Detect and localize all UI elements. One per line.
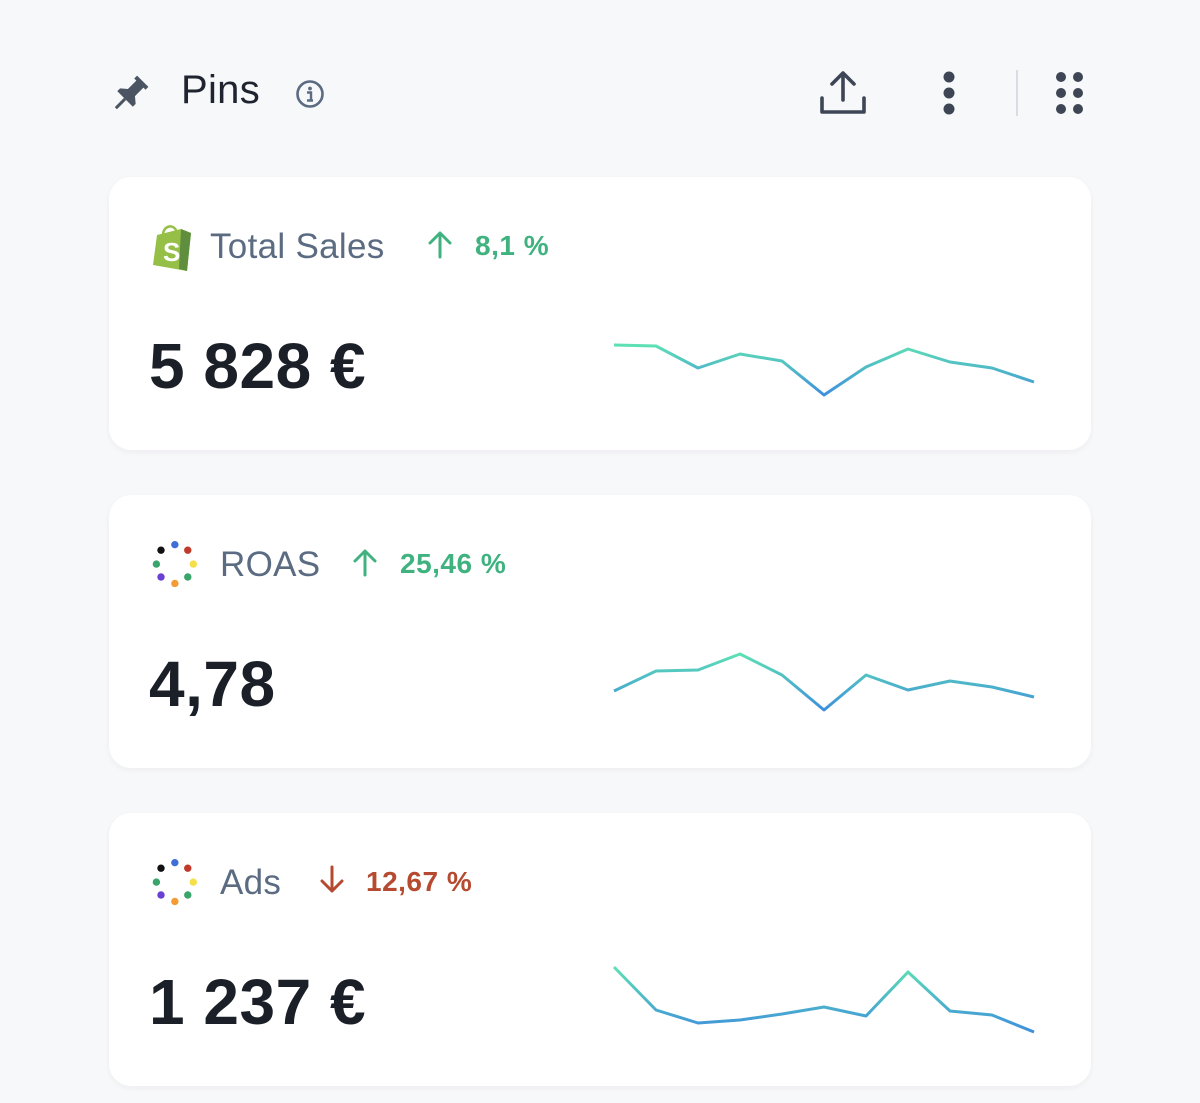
- metric-value: 4,78: [149, 648, 276, 720]
- share-icon[interactable]: [818, 68, 868, 118]
- trend-value: 25,46 %: [400, 548, 507, 579]
- header: Pins: [0, 0, 1200, 180]
- header-divider: [1016, 70, 1018, 116]
- trend-value: 8,1 %: [475, 230, 550, 261]
- info-icon[interactable]: [294, 78, 326, 110]
- sparkline-line: [613, 343, 1035, 397]
- trend-up-icon: [428, 231, 452, 259]
- metric-card-total-sales[interactable]: S Total Sales 8,1 % 5 828 €: [109, 177, 1091, 450]
- trend-down-icon: [320, 865, 344, 893]
- shopify-icon: S: [153, 225, 191, 271]
- card-label: ROAS: [220, 545, 321, 584]
- ads-dots-icon: [152, 541, 197, 588]
- more-vertical-icon[interactable]: [932, 68, 966, 118]
- sparkline: [613, 652, 1035, 712]
- sparkline: [612, 965, 1035, 1034]
- metric-value: 5 828 €: [149, 330, 367, 402]
- svg-text:S: S: [163, 237, 180, 267]
- trend-value: 12,67 %: [366, 866, 473, 897]
- pin-icon: [114, 75, 149, 110]
- card-label: Total Sales: [210, 227, 385, 266]
- sparkline-line: [612, 965, 1035, 1034]
- sparkline: [613, 343, 1035, 397]
- metric-value: 1 237 €: [149, 966, 367, 1038]
- page-title: Pins: [181, 68, 261, 112]
- metric-card-ads[interactable]: Ads 12,67 % 1 237 €: [109, 813, 1091, 1086]
- card-label: Ads: [220, 863, 282, 902]
- trend-up-icon: [353, 549, 377, 577]
- ads-dots-icon: [152, 859, 197, 906]
- sparkline-line: [613, 652, 1035, 712]
- grid-icon[interactable]: [1050, 68, 1088, 118]
- metric-card-roas[interactable]: ROAS 25,46 % 4,78: [109, 495, 1091, 768]
